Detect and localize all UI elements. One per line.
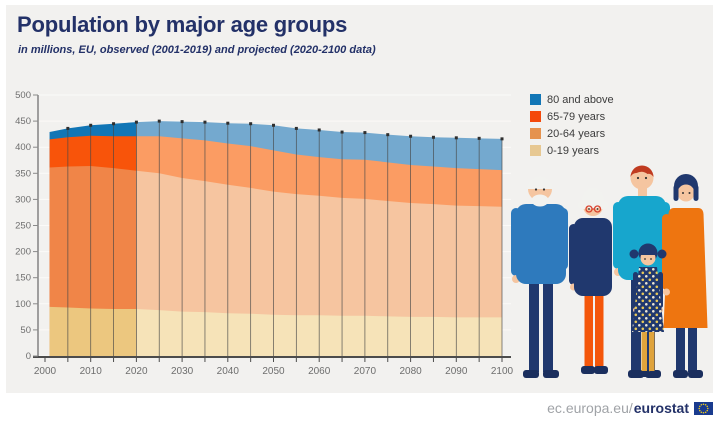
footer: ec.europa.eu/ eurostat [547,395,713,421]
legend-item-20-64: 20-64 years [530,125,614,142]
svg-text:2090: 2090 [445,366,468,377]
legend-item-80-and-above: 80 and above [530,91,614,108]
svg-text:2000: 2000 [34,366,57,377]
legend-label-20-64: 20-64 years [547,127,606,140]
svg-text:2040: 2040 [217,366,240,377]
svg-text:2020: 2020 [125,366,148,377]
svg-text:2010: 2010 [80,366,103,377]
legend-swatch-80-and-above [530,94,541,105]
legend-label-80-and-above: 80 and above [547,93,614,106]
svg-text:200: 200 [15,247,31,258]
svg-text:100: 100 [15,299,31,310]
family-illustration [511,165,708,378]
chart-legend: 80 and above 65-79 years 20-64 years 0-1… [530,91,614,159]
svg-text:2030: 2030 [171,366,194,377]
footer-eurostat-label: eurostat [633,400,689,416]
legend-label-65-79: 65-79 years [547,110,606,123]
legend-swatch-0-19 [530,145,541,156]
svg-text:2070: 2070 [354,366,377,377]
eu-flag-icon [694,401,713,415]
legend-swatch-65-79 [530,111,541,122]
page-title: Population by major age groups [17,12,348,37]
svg-text:0: 0 [26,351,31,362]
legend-item-65-79: 65-79 years [530,108,614,125]
legend-item-0-19: 0-19 years [530,142,614,159]
elderly-man-icon [511,176,568,378]
population-area-chart: 0 50 100 150 200 250 300 350 400 450 500 2000 2010 20… [8,82,520,384]
legend-label-0-19: 0-19 years [547,144,599,157]
svg-text:450: 450 [15,116,31,127]
svg-text:350: 350 [15,168,31,179]
svg-text:300: 300 [15,194,31,205]
chart-panel: Population by major age groups in millio… [6,5,713,393]
svg-text:2060: 2060 [308,366,331,377]
svg-text:150: 150 [15,273,31,284]
adult-woman-icon [662,174,708,378]
svg-text:2100: 2100 [491,366,514,377]
chart-subtitle: in millions, EU, observed (2001-2019) an… [18,44,376,56]
elderly-woman-icon [569,188,612,374]
footer-url-prefix: ec.europa.eu/ [547,400,633,416]
svg-text:400: 400 [15,142,31,153]
legend-swatch-20-64 [530,128,541,139]
child-girl-icon [629,243,667,377]
svg-text:250: 250 [15,221,31,232]
svg-text:2080: 2080 [399,366,422,377]
svg-text:500: 500 [15,90,31,101]
svg-text:50: 50 [20,325,31,336]
svg-text:2050: 2050 [262,366,285,377]
